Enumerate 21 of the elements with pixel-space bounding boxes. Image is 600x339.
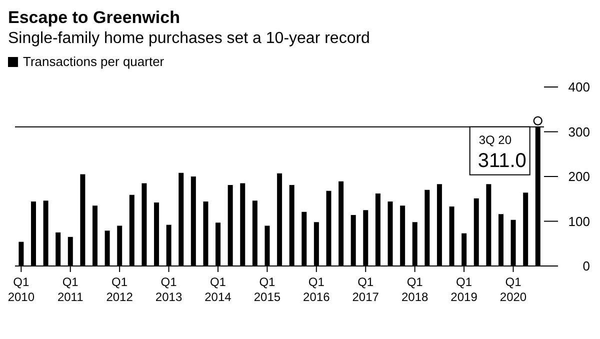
x-tick-label: Q1 2012 <box>106 275 134 304</box>
x-tick-label: Q1 2011 <box>57 275 84 304</box>
y-tick-label: 300 <box>568 124 590 140</box>
y-tick-label: 0 <box>582 258 590 274</box>
y-tick-label: 200 <box>568 169 590 184</box>
x-tick-label: Q1 2013 <box>155 275 182 304</box>
x-tick-label: Q1 2014 <box>204 275 232 304</box>
x-tick-label: Q1 2019 <box>450 275 478 304</box>
chart-title: Escape to Greenwich <box>8 8 181 28</box>
callout-box: 3Q 20 311.0 <box>469 126 530 176</box>
chart-subtitle: Single-family home purchases set a 10-year record <box>8 30 371 48</box>
x-tick-label: Q1 2018 <box>401 275 428 304</box>
x-tick-label: Q1 2017 <box>352 275 380 304</box>
legend-label: Transactions per quarter <box>22 54 164 69</box>
x-tick-label: Q1 2010 <box>8 275 35 304</box>
y-tick-label: 100 <box>568 214 590 229</box>
x-tick-label: Q1 2020 <box>500 275 527 304</box>
y-tick-label: 400 <box>568 80 590 95</box>
annotation: 3Q 20 311.0 <box>478 132 526 172</box>
x-tick-label: Q1 2016 <box>303 275 330 304</box>
x-tick-label: Q1 2015 <box>254 275 281 304</box>
